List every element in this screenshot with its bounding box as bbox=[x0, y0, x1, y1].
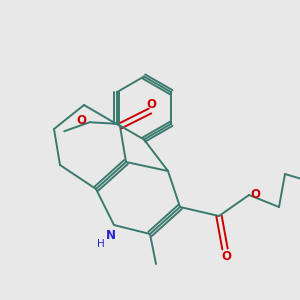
Text: N: N bbox=[105, 229, 116, 242]
Text: O: O bbox=[146, 98, 157, 111]
Text: O: O bbox=[221, 250, 232, 263]
Text: O: O bbox=[76, 114, 86, 127]
Text: H: H bbox=[97, 238, 104, 249]
Text: O: O bbox=[250, 188, 261, 202]
